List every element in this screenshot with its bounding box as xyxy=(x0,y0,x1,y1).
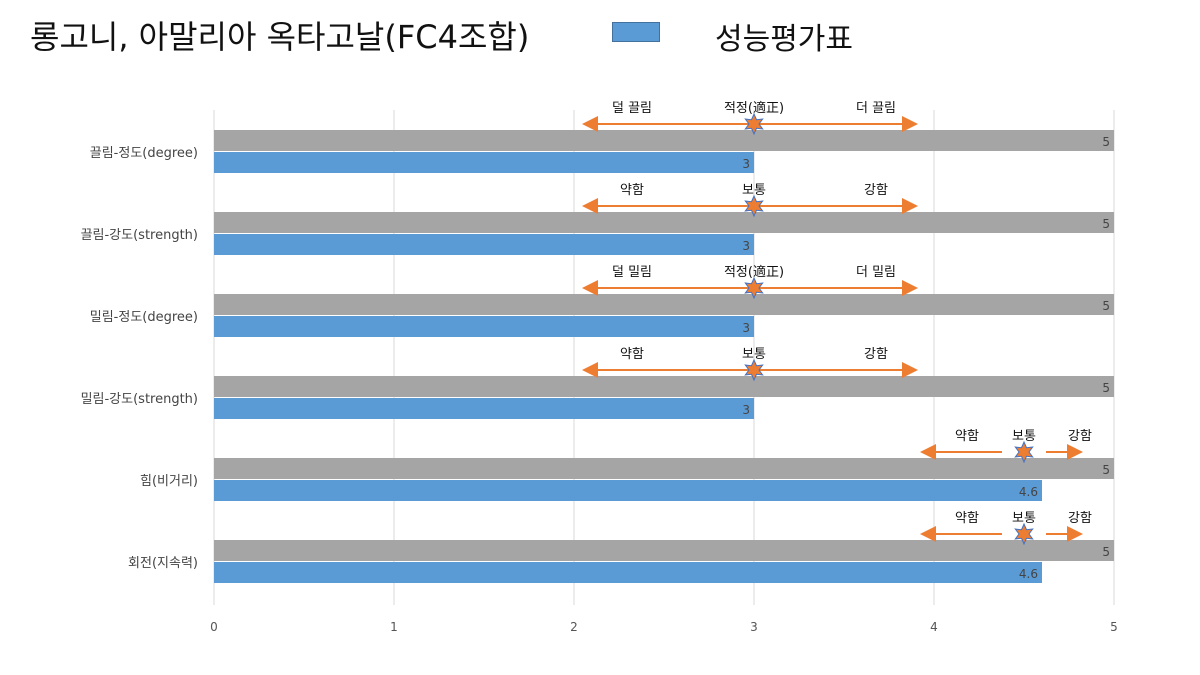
annotation-label: 보통 xyxy=(1012,511,1036,526)
bar xyxy=(214,562,1042,583)
annotation-label: 약함 xyxy=(620,183,644,198)
legend-swatch xyxy=(612,22,660,42)
x-tick-label: 3 xyxy=(750,620,758,634)
annotation-label: 약함 xyxy=(620,347,644,362)
bar xyxy=(214,316,754,337)
bar xyxy=(214,234,754,255)
bar xyxy=(214,212,1114,233)
labels: 0 1 2 3 4 5 끌림-정도(degree) 5 3 끌림-강도(strength) 5 3 밀림… xyxy=(81,135,1118,634)
annotation-label: 강함 xyxy=(864,347,888,362)
data-label: 3 xyxy=(742,403,750,417)
annotation-label: 덜 끌림 xyxy=(612,101,652,116)
category-label: 밀림-정도(degree) xyxy=(90,310,198,325)
data-label: 3 xyxy=(742,239,750,253)
bars xyxy=(214,130,1114,583)
bar xyxy=(214,398,754,419)
bar xyxy=(214,480,1042,501)
annotation-label: 강함 xyxy=(1068,511,1092,526)
x-tick-label: 4 xyxy=(930,620,938,634)
annotation-label: 강함 xyxy=(1068,429,1092,444)
x-tick-label: 5 xyxy=(1110,620,1118,634)
legend-label: 성능평가표 xyxy=(715,22,853,57)
bar xyxy=(214,130,1114,151)
data-label: 4.6 xyxy=(1019,567,1038,581)
annotation-label: 더 끌림 xyxy=(856,101,896,116)
data-label: 5 xyxy=(1102,135,1110,149)
category-label: 끌림-정도(degree) xyxy=(90,146,198,161)
annotation-label: 보통 xyxy=(1012,429,1036,444)
annotation-label: 덜 밀림 xyxy=(612,265,652,280)
category-label: 끌림-강도(strength) xyxy=(81,228,198,243)
data-label: 3 xyxy=(742,157,750,171)
annotation-label: 더 밀림 xyxy=(856,265,896,280)
chart-header: 롱고니, 아말리아 옥타고날(FC4조합) 성능평가표 xyxy=(0,0,1200,80)
annotation-label: 약함 xyxy=(955,429,979,444)
bar xyxy=(214,376,1114,397)
data-label: 4.6 xyxy=(1019,485,1038,499)
bar xyxy=(214,458,1114,479)
marker-star xyxy=(1014,440,1034,464)
annotation-label: 적정(適正) xyxy=(724,264,784,280)
annotation-label: 강함 xyxy=(864,183,888,198)
marker-star xyxy=(744,358,764,382)
data-label: 5 xyxy=(1102,545,1110,559)
bar xyxy=(214,294,1114,315)
data-label: 5 xyxy=(1102,463,1110,477)
data-label: 5 xyxy=(1102,299,1110,313)
gridlines xyxy=(213,110,1115,605)
annotation-label: 적정(適正) xyxy=(724,100,784,116)
data-label: 3 xyxy=(742,321,750,335)
annotation-label: 보통 xyxy=(742,347,766,362)
marker-star xyxy=(744,276,764,300)
x-tick-label: 1 xyxy=(390,620,398,634)
chart-title: 롱고니, 아말리아 옥타고날(FC4조합) xyxy=(30,18,530,56)
data-label: 5 xyxy=(1102,217,1110,231)
x-tick-label: 2 xyxy=(570,620,578,634)
category-label: 회전(지속력) xyxy=(128,556,198,571)
category-label: 밀림-강도(strength) xyxy=(81,392,198,407)
x-tick-label: 0 xyxy=(210,620,218,634)
bar xyxy=(214,540,1114,561)
data-label: 5 xyxy=(1102,381,1110,395)
annotation-label: 약함 xyxy=(955,511,979,526)
marker-star xyxy=(744,112,764,136)
marker-star xyxy=(744,194,764,218)
bar xyxy=(214,152,754,173)
annotation-label: 보통 xyxy=(742,183,766,198)
marker-star xyxy=(1014,522,1034,546)
category-label: 힘(비거리) xyxy=(140,474,198,489)
